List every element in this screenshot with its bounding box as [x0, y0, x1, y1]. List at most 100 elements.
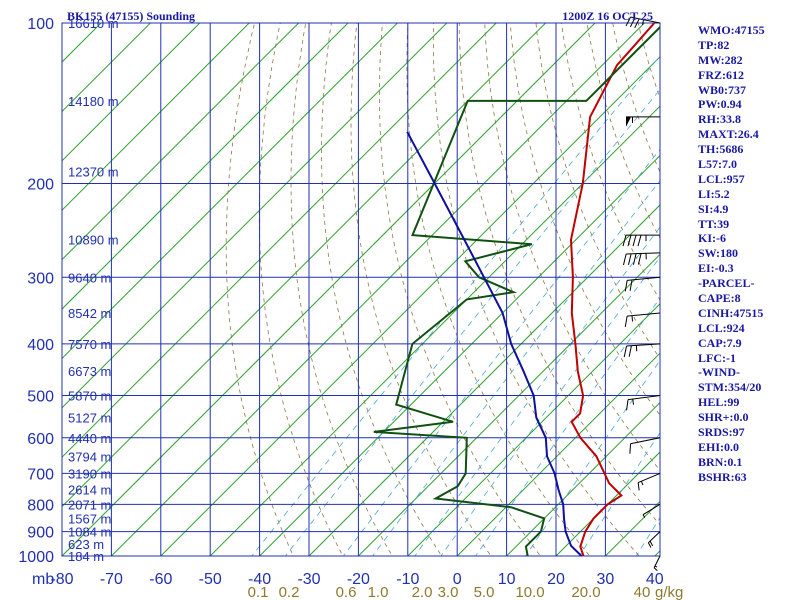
mixing-ratio-label: 3.0 [438, 584, 459, 600]
isotherm-line [62, 23, 547, 508]
isotherm-line [456, 352, 660, 556]
mixing-ratio-label: 20.0 [571, 584, 600, 600]
mixing-ratio-label: 2.0 [412, 584, 433, 600]
pressure-label: 700 [27, 466, 54, 483]
wind-barb [623, 343, 661, 358]
wind-barb [626, 116, 660, 127]
parameter-item: SW:180 [698, 246, 739, 261]
isotherm-line [505, 401, 660, 556]
parameter-item: BSHR:63 [698, 469, 747, 484]
pressure-label: 200 [27, 176, 54, 193]
height-label: 1567 m [68, 511, 111, 526]
parameter-item: -PARCEL- [698, 276, 755, 291]
mixing-ratio-line [284, 88, 660, 556]
parameter-item: FRZ:612 [698, 67, 744, 82]
mixing-ratio-line [251, 55, 660, 556]
mixing-ratio-line [578, 432, 660, 556]
parameter-item: EHI:0.0 [698, 439, 740, 454]
height-label: 623 m [68, 537, 104, 552]
pressure-label: 500 [27, 389, 54, 406]
pressure-unit-label: mb [32, 571, 54, 588]
mixing-ratio-line [440, 256, 660, 556]
temperature-label: -30 [297, 571, 320, 588]
isotherm-line [110, 23, 646, 556]
height-label: 5870 m [68, 389, 111, 404]
height-label: 14180 m [68, 94, 119, 109]
mixing-ratio-label: 0.2 [279, 584, 300, 600]
wind-barb [653, 555, 661, 572]
wind-barb [629, 437, 661, 454]
height-label: 5127 m [68, 411, 111, 426]
parameter-item: CINH:47515 [698, 305, 764, 320]
parameter-item: MW:282 [698, 52, 743, 67]
dry-adiabat [432, 23, 640, 556]
parameter-item: TH:5686 [698, 142, 744, 157]
parameter-item: LCL:924 [698, 320, 745, 335]
parameter-item: MAXT:26.4 [698, 127, 759, 142]
pressure-label: 300 [27, 270, 54, 287]
temperature-label: 30 [597, 571, 615, 588]
temperature-label: -40 [248, 571, 271, 588]
height-label: 10890 m [68, 233, 119, 248]
wind-barb [622, 252, 661, 266]
height-label: 4440 m [68, 431, 111, 446]
mixing-ratio-label: 1.0 [368, 584, 389, 600]
isotherm-line [62, 23, 497, 458]
mixing-ratio-label: 40 [634, 584, 651, 600]
parameter-item: TP:82 [698, 37, 730, 52]
parameter-item: SHR+:0.0 [698, 410, 749, 425]
temperature-label: -10 [396, 571, 419, 588]
dewpoint-trace [373, 25, 660, 556]
mixing-ratio-line [372, 180, 660, 556]
parameter-item: TT:39 [698, 216, 730, 231]
temperature-label: -50 [199, 571, 222, 588]
parameter-item: STM:354/20 [698, 380, 762, 395]
wind-barb [624, 312, 661, 328]
isotherm-line [407, 303, 660, 556]
mixing-ratio-label: 5.0 [474, 584, 495, 600]
height-label: 3190 m [68, 466, 111, 481]
wind-barb [624, 276, 661, 292]
temperature-label: 20 [547, 571, 565, 588]
isotherm-line [308, 204, 660, 556]
parameter-item: CAP:7.9 [698, 335, 742, 350]
isotherm-line [160, 56, 660, 556]
dry-adiabat [350, 23, 492, 556]
station-title: BK155 (47155) Sounding [67, 9, 195, 23]
temperature-label: -20 [347, 571, 370, 588]
mixing-ratio-label: g/kg [655, 584, 683, 600]
parameter-item: RH:33.8 [698, 112, 741, 127]
parameter-item: SRDS:97 [698, 425, 745, 440]
isotherm-line [209, 105, 660, 556]
parameter-item: HEL:99 [698, 395, 740, 410]
wind-barb [622, 234, 660, 247]
isotherm-line [62, 23, 250, 211]
parameter-item: EI:-0.3 [698, 261, 734, 276]
isotherm-line [62, 23, 596, 556]
pressure-label: 900 [27, 525, 54, 542]
height-label: 8542 m [68, 306, 111, 321]
parameter-item: CAPE:8 [698, 291, 741, 306]
parameter-item: WB0:737 [698, 82, 746, 97]
parameter-item: LI:5.2 [698, 186, 730, 201]
isotherm-line [62, 23, 399, 360]
height-label: 6673 m [68, 364, 111, 379]
pressure-label: 800 [27, 497, 54, 514]
dry-adiabat [290, 23, 393, 556]
isotherm-line [62, 23, 201, 162]
parcel-trace [406, 131, 583, 556]
pressure-label: 100 [27, 16, 54, 33]
parameter-item: BRN:0.1 [698, 454, 743, 469]
height-label: 3794 m [68, 449, 111, 464]
wind-barb [626, 395, 661, 411]
plot-frame [61, 22, 661, 557]
mixing-ratio-label: 0.6 [336, 584, 357, 600]
height-label: 9640 m [68, 270, 111, 285]
dry-adiabat [458, 23, 660, 526]
height-label: 184 m [68, 549, 104, 564]
temperature-label: -60 [149, 571, 172, 588]
isotherm-line [555, 451, 660, 556]
isotherm-line [62, 23, 349, 310]
wind-barb [647, 531, 661, 548]
